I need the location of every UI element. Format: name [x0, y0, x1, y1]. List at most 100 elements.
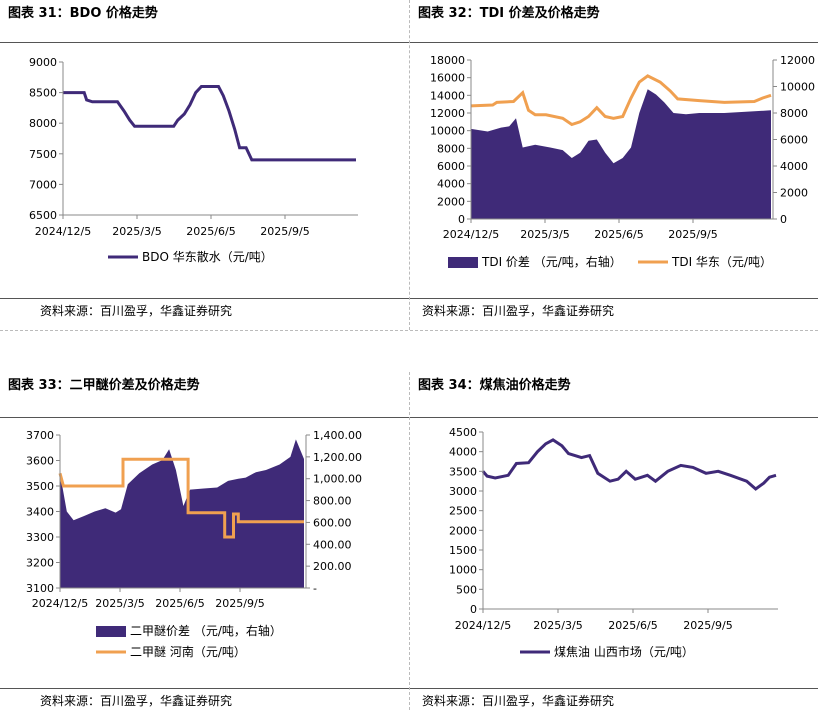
y-tick-label: 3400: [26, 506, 54, 519]
y-tick-label: 3000: [449, 485, 477, 498]
y-tick-label: 0: [470, 603, 477, 616]
y-tick-label: 8500: [29, 87, 57, 100]
legend-label: 煤焦油 山西市场（元/吨）: [554, 644, 694, 659]
y-tick-label: 16000: [430, 72, 465, 85]
x-tick-label: 2024/12/5: [443, 228, 499, 241]
y2-tick-label: 12000: [780, 54, 815, 67]
y2-tick-label: 8000: [780, 107, 808, 120]
y-tick-label: 6000: [437, 160, 465, 173]
series-line: [63, 85, 356, 162]
legend-swatch: [448, 257, 478, 268]
coal-tar-chart: 4500 4000 3500 3000 2500 2000 1500 1000 500 0 2024…: [449, 426, 778, 659]
y-tick-label: 9000: [29, 56, 57, 69]
column-divider-top: [409, 0, 410, 330]
y2-tick-label: 6000: [780, 134, 808, 147]
x-tick-label: 2025/6/5: [186, 225, 235, 238]
y-tick-label: 3500: [449, 465, 477, 478]
source-rule: [410, 688, 818, 689]
series-area: [471, 89, 771, 219]
y-tick-label: 3300: [26, 531, 54, 544]
legend-swatch: [96, 626, 126, 637]
legend-label: BDO 华东散水（元/吨）: [142, 249, 273, 264]
y-tick-label: 14000: [430, 89, 465, 102]
y-tick-label: 10000: [430, 125, 465, 138]
x-tick-label: 2025/3/5: [95, 597, 144, 610]
tdi-chart: 18000 16000 14000 12000 10000 8000 6000 4000 200…: [430, 54, 815, 269]
y2-tick-label: 2000: [780, 187, 808, 200]
y-tick-label: 2000: [449, 524, 477, 537]
source-rule: [0, 688, 409, 689]
panel-tdi: 图表 32：TDI 价差及价格走势 18000 16000 14000 12000 10…: [410, 0, 818, 330]
y-tick-label: 7500: [29, 148, 57, 161]
y-tick-label: 12000: [430, 107, 465, 120]
source-note: 资料来源：百川盈孚，华鑫证券研究: [422, 304, 615, 318]
source-note: 资料来源：百川盈孚，华鑫证券研究: [40, 694, 233, 708]
chart-title: 图表 33：二甲醚价差及价格走势: [8, 378, 200, 393]
legend-label: 二甲醚 河南（元/吨）: [130, 644, 246, 659]
y-tick-label: 0: [458, 213, 465, 226]
x-tick-label: 2024/12/5: [455, 619, 511, 632]
panel-coal-tar: 图表 34：煤焦油价格走势 4500 4000 3500 3000 2500 2000 15…: [410, 372, 818, 710]
x-tick-label: 2025/9/5: [668, 228, 717, 241]
y-tick-label: 1500: [449, 544, 477, 557]
x-tick-label: 2024/12/5: [35, 225, 91, 238]
y-tick-label: 3200: [26, 557, 54, 570]
y-tick-label: 4500: [449, 426, 477, 439]
y-tick-label: 1000: [449, 564, 477, 577]
x-tick-label: 2025/9/5: [260, 225, 309, 238]
chart-title: 图表 34：煤焦油价格走势: [418, 378, 571, 393]
y-tick-label: 3700: [26, 429, 54, 442]
title-rule: [410, 42, 818, 43]
y-tick-label: 3100: [26, 582, 54, 595]
y2-tick-label: 1,000.00: [313, 473, 362, 486]
title-rule: [0, 42, 409, 43]
y2-tick-label: 400.00: [313, 538, 352, 551]
series-area: [60, 439, 304, 588]
y-tick-label: 4000: [449, 446, 477, 459]
x-tick-label: 2025/6/5: [594, 228, 643, 241]
y2-tick-label: 200.00: [313, 560, 352, 573]
source-note: 资料来源：百川盈孚，华鑫证券研究: [40, 304, 233, 318]
series-line: [481, 438, 777, 491]
x-tick-label: 2025/9/5: [683, 619, 732, 632]
y-tick-label: 2500: [449, 505, 477, 518]
y2-tick-label: 0: [780, 213, 787, 226]
x-tick-label: 2025/3/5: [533, 619, 582, 632]
y-tick-label: 6500: [29, 209, 57, 222]
panel-dme: 图表 33：二甲醚价差及价格走势 3700 3600 3500 3400 3300 320…: [0, 372, 409, 710]
legend-label: TDI 价差 （元/吨，右轴）: [481, 254, 622, 269]
x-tick-label: 2025/6/5: [155, 597, 204, 610]
y2-tick-label: -: [313, 582, 317, 595]
chart-title: 图表 31：BDO 价格走势: [8, 6, 158, 21]
y-tick-label: 3500: [26, 480, 54, 493]
panel-bdo: 图表 31：BDO 价格走势 9000 8500 8000 7500 7000 6500 2…: [0, 0, 409, 330]
row-divider: [0, 330, 818, 331]
title-rule: [0, 417, 409, 418]
series-line: [58, 457, 304, 539]
y-tick-label: 18000: [430, 54, 465, 67]
series-line: [470, 74, 772, 127]
title-rule: [410, 417, 818, 418]
x-tick-label: 2025/3/5: [520, 228, 569, 241]
dme-chart: 3700 3600 3500 3400 3300 3200 3100 1,400.00 1,20…: [26, 429, 362, 659]
x-tick-label: 2025/9/5: [215, 597, 264, 610]
y2-tick-label: 1,400.00: [313, 429, 362, 442]
source-rule: [0, 298, 409, 299]
y-tick-label: 7000: [29, 178, 57, 191]
source-rule: [410, 298, 818, 299]
y-tick-label: 8000: [29, 117, 57, 130]
y-tick-label: 2000: [437, 195, 465, 208]
y2-tick-label: 10000: [780, 81, 815, 94]
chart-title: 图表 32：TDI 价差及价格走势: [418, 6, 600, 21]
y2-tick-label: 1,200.00: [313, 451, 362, 464]
y-tick-label: 3600: [26, 455, 54, 468]
y-tick-label: 500: [456, 583, 477, 596]
column-divider-bottom: [409, 372, 410, 710]
x-tick-label: 2025/6/5: [608, 619, 657, 632]
y-tick-label: 8000: [437, 142, 465, 155]
y2-tick-label: 600.00: [313, 516, 352, 529]
x-tick-label: 2025/3/5: [112, 225, 161, 238]
y-tick-label: 4000: [437, 178, 465, 191]
y2-tick-label: 800.00: [313, 495, 352, 508]
legend-label: 二甲醚价差 （元/吨，右轴）: [130, 623, 282, 638]
